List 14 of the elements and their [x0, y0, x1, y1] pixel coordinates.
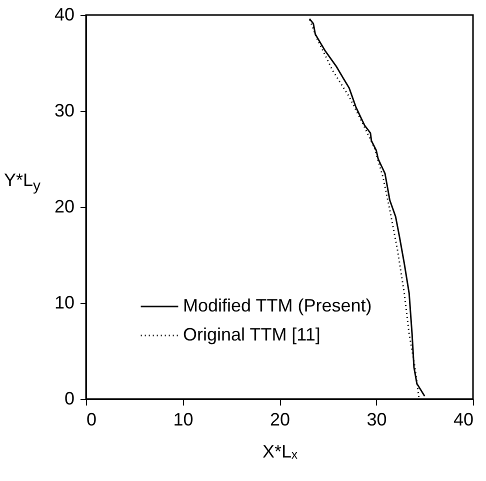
legend-label: Modified TTM (Present) [183, 296, 372, 316]
x-tick-label: 30 [366, 410, 387, 430]
y-tick-label: 0 [64, 388, 74, 408]
x-tick-label: 0 [86, 410, 97, 430]
legend-label: Original TTM [11] [183, 324, 320, 344]
y-tick-label: 30 [54, 100, 74, 120]
x-tick-label: 40 [453, 410, 474, 430]
x-tick-label: 10 [173, 410, 194, 430]
x-tick-label: 20 [270, 410, 290, 430]
y-tick-label: 20 [54, 196, 74, 216]
y-tick-label: 10 [54, 292, 74, 312]
y-tick-label: 40 [54, 4, 74, 24]
y-axis-title: Y*L$_{y}$ [4, 170, 41, 195]
x-axis-title: X*Lₓ [262, 442, 298, 462]
